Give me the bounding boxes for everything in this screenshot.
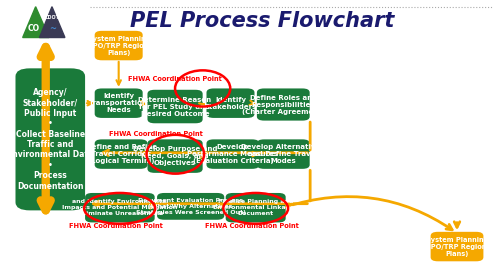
Text: Develop Purpose and
Need, Goals, and
Objectives: Develop Purpose and Need, Goals, and Obj… <box>133 146 218 166</box>
Text: PEL Process Flowchart: PEL Process Flowchart <box>130 11 395 31</box>
Text: FHWA Coordination Point: FHWA Coordination Point <box>109 131 203 137</box>
Text: CDOT: CDOT <box>45 15 60 20</box>
Text: System Planning
(MPO/TRP Regional
Plans): System Planning (MPO/TRP Regional Plans) <box>82 36 154 55</box>
Text: System Planning
(MPO/TRP Regional
Plans): System Planning (MPO/TRP Regional Plans) <box>421 237 493 256</box>
Text: Determine Reason
for PEL Study and
Desired Outcome: Determine Reason for PEL Study and Desir… <box>138 96 212 117</box>
FancyBboxPatch shape <box>94 88 142 118</box>
FancyBboxPatch shape <box>157 193 224 220</box>
FancyBboxPatch shape <box>94 31 142 60</box>
Text: Identify
Transportation
Needs: Identify Transportation Needs <box>89 93 148 113</box>
Text: ~: ~ <box>49 24 56 33</box>
Text: Identify
Stakeholders: Identify Stakeholders <box>204 97 256 110</box>
Text: FHWA Coordination Point: FHWA Coordination Point <box>70 224 163 229</box>
FancyBboxPatch shape <box>94 139 148 169</box>
FancyBboxPatch shape <box>206 139 260 169</box>
Text: FHWA Coordination Point: FHWA Coordination Point <box>128 76 222 82</box>
Text: Develop
Performance Measures
(Evaluation Criteria): Develop Performance Measures (Evaluation… <box>188 144 278 164</box>
FancyBboxPatch shape <box>85 193 154 222</box>
Polygon shape <box>40 7 65 38</box>
Text: CO: CO <box>27 24 40 33</box>
FancyBboxPatch shape <box>430 232 484 261</box>
Text: Document Evaluation Process
(What/Why Alternatives
Strategies Were Screened Out): Document Evaluation Process (What/Why Al… <box>136 198 246 215</box>
Text: FHWA Coordination Point: FHWA Coordination Point <box>204 224 298 229</box>
FancyBboxPatch shape <box>226 193 286 222</box>
FancyBboxPatch shape <box>148 90 203 123</box>
FancyBboxPatch shape <box>206 88 254 118</box>
FancyBboxPatch shape <box>257 88 310 121</box>
Text: and Identify Environmental
Impacts and Potential Mitigation
(Eliminate Unreasona: and Identify Environmental Impacts and P… <box>62 199 178 216</box>
Text: Define Roles and
Responsibilities
(Charter Agreement): Define Roles and Responsibilities (Chart… <box>242 95 324 114</box>
Text: Develop Alternatives
and Define Travel
Modes: Develop Alternatives and Define Travel M… <box>242 144 325 164</box>
Text: Finalize Planning and
Environmental Linkages
Document: Finalize Planning and Environmental Link… <box>213 199 298 216</box>
FancyBboxPatch shape <box>257 139 310 169</box>
Text: Agency/
Stakeholder/
Public Input
•
Collect Baseline
Traffic and
Environmental D: Agency/ Stakeholder/ Public Input • Coll… <box>7 88 94 191</box>
Text: Define and Refine
Travel Corridor
(Logical Termini): Define and Refine Travel Corridor (Logic… <box>86 144 156 164</box>
Polygon shape <box>22 7 49 38</box>
FancyBboxPatch shape <box>148 139 203 173</box>
FancyBboxPatch shape <box>16 68 85 210</box>
